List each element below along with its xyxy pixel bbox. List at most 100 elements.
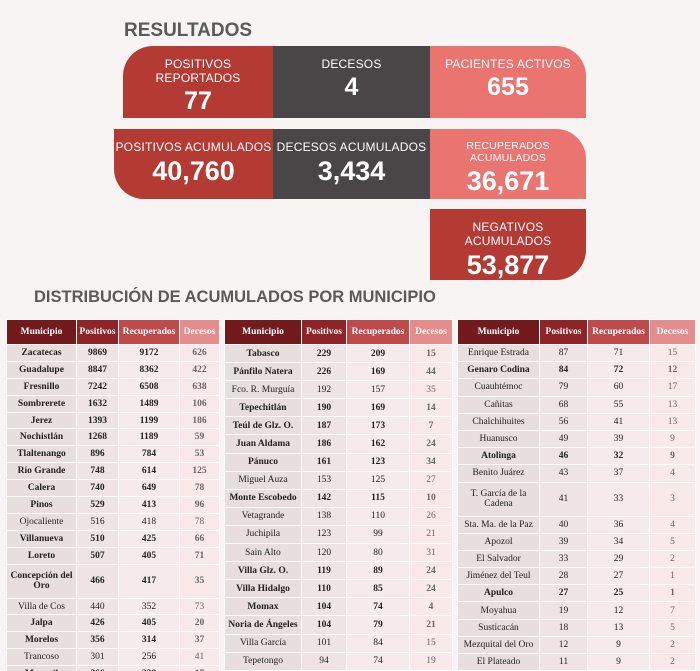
municipio-header: Municipio bbox=[224, 319, 302, 345]
decesos-cell: 53 bbox=[179, 445, 220, 464]
positivos-cell: 186 bbox=[301, 434, 347, 454]
positivos-cell: 12 bbox=[539, 635, 588, 655]
positivos-cell: 507 bbox=[76, 546, 119, 565]
recuperados-cell: 125 bbox=[346, 470, 410, 490]
positivos-acumulados-label: POSITIVOS ACUMULADOS bbox=[115, 140, 272, 154]
recuperados-cell: 99 bbox=[346, 524, 410, 545]
table-row: Susticacán 18 13 5 bbox=[457, 618, 696, 637]
decesos-cell: 24 bbox=[409, 579, 453, 599]
positivos-cell: 33 bbox=[539, 549, 588, 569]
positivos-cell: 120 bbox=[301, 543, 347, 563]
decesos-cell: 4 bbox=[649, 515, 696, 534]
table-row: El Salvador 33 29 2 bbox=[457, 549, 696, 569]
positivos-cell: 301 bbox=[76, 648, 119, 667]
table-row: Miguel Auza 153 125 27 bbox=[224, 470, 453, 490]
recuperados-acumulados-value: 36,671 bbox=[466, 166, 550, 196]
table-row: Huanusco 49 39 9 bbox=[457, 429, 696, 449]
table-row: Chalchihuites 56 41 13 bbox=[457, 412, 696, 431]
table-row: Tepetongo 94 74 19 bbox=[224, 651, 453, 671]
positivos-cell: 94 bbox=[301, 651, 347, 671]
municipio-cell: Concepción del Oro bbox=[6, 563, 77, 599]
municipio-cell: El Salvador bbox=[457, 549, 540, 569]
recuperados-cell: 314 bbox=[118, 631, 180, 650]
table-row: Jalpa 426 405 20 bbox=[6, 614, 220, 633]
positivos-cell: 104 bbox=[301, 597, 347, 617]
recuperados-cell: 39 bbox=[587, 429, 650, 449]
decesos-cell: 21 bbox=[409, 615, 453, 635]
positivos-cell: 1268 bbox=[76, 428, 119, 447]
municipio-cell: Río Grande bbox=[6, 462, 77, 481]
recuperados-cell: 157 bbox=[346, 380, 410, 400]
municipio-cell: Tepechitlán bbox=[224, 398, 302, 418]
decesos-cell: 78 bbox=[179, 479, 220, 498]
municipio-cell: Noria de Ángeles bbox=[224, 615, 302, 635]
pacientes-activos-card: PACIENTES ACTIVOS 655 bbox=[430, 46, 586, 118]
recuperados-cell: 1199 bbox=[118, 411, 180, 430]
municipio-cell: Vetagrande bbox=[224, 506, 302, 526]
table-row: Noria de Ángeles 104 79 21 bbox=[224, 615, 453, 635]
table-row: Loreto 507 405 71 bbox=[6, 546, 220, 565]
table-row: Teúl de Glz. O. 187 173 7 bbox=[224, 416, 453, 436]
positivos-reportados-value: 77 bbox=[184, 87, 212, 115]
positivos-cell: 440 bbox=[76, 597, 119, 616]
decesos-cell: 19 bbox=[409, 651, 453, 671]
table-row: Pánfilo Natera 226 169 44 bbox=[224, 362, 453, 382]
positivos-cell: 49 bbox=[539, 429, 588, 449]
table-row: Fco. R. Murguía 192 157 35 bbox=[224, 380, 453, 400]
decesos-value: 4 bbox=[344, 73, 359, 101]
table-row: Juchipila 123 99 21 bbox=[224, 524, 453, 545]
positivos-cell: 119 bbox=[301, 561, 347, 581]
table-row: Atolinga 46 32 9 bbox=[457, 447, 696, 466]
municipio-cell: Apozol bbox=[457, 532, 540, 551]
positivos-cell: 740 bbox=[76, 479, 119, 498]
table-row: Momax 104 74 4 bbox=[224, 597, 453, 617]
positivos-cell: 153 bbox=[301, 470, 347, 490]
recuperados-cell: 352 bbox=[118, 597, 180, 616]
recuperados-cell: 784 bbox=[118, 445, 180, 464]
positivos-cell: 142 bbox=[301, 488, 347, 508]
decesos-cell: 9 bbox=[649, 429, 696, 449]
table-row: Pánuco 161 123 34 bbox=[224, 452, 453, 472]
recuperados-cell: 413 bbox=[118, 496, 180, 514]
municipio-cell: Villa Glz. O. bbox=[224, 561, 302, 581]
recuperados-cell: 417 bbox=[118, 563, 180, 599]
positivos-cell: 466 bbox=[76, 563, 119, 599]
table-row: T. García de la Cadena 41 33 3 bbox=[457, 481, 696, 517]
municipio-cell: Villa García bbox=[224, 633, 302, 653]
decesos-acumulados-value: 3,434 bbox=[317, 156, 386, 186]
decesos-cell: 9 bbox=[649, 447, 696, 466]
decesos-cell: 2 bbox=[649, 549, 696, 569]
recuperados-cell: 173 bbox=[346, 416, 410, 436]
recuperados-cell: 72 bbox=[587, 361, 650, 380]
municipio-cell: Pánfilo Natera bbox=[224, 362, 302, 382]
table-row: Calera 740 649 78 bbox=[6, 479, 220, 498]
table-row: Cañitas 68 55 13 bbox=[457, 395, 696, 414]
recuperados-cell: 8362 bbox=[118, 360, 180, 379]
decesos-cell: 626 bbox=[179, 344, 220, 362]
decesos-cell: 13 bbox=[649, 395, 696, 414]
positivos-cell: 40 bbox=[539, 515, 588, 534]
recuperados-cell: 418 bbox=[118, 512, 180, 531]
positivos-cell: 748 bbox=[76, 462, 119, 481]
municipio-cell: Mazapil bbox=[6, 665, 77, 671]
positivos-cell: 27 bbox=[539, 584, 588, 603]
decesos-cell: 14 bbox=[409, 398, 453, 418]
recuperados-cell: 80 bbox=[346, 543, 410, 563]
table-row: Cuauhtémoc 79 60 17 bbox=[457, 378, 696, 397]
decesos-card: DECESOS 4 bbox=[273, 46, 430, 118]
decesos-cell: 44 bbox=[409, 362, 453, 382]
table-row: Villa Hidalgo 110 85 24 bbox=[224, 579, 453, 599]
decesos-cell: 96 bbox=[179, 496, 220, 514]
recuperados-cell: 405 bbox=[118, 546, 180, 565]
positivos-cell: 226 bbox=[301, 362, 347, 382]
table-row: Trancoso 301 256 41 bbox=[6, 648, 220, 667]
decesos-cell: 13 bbox=[649, 412, 696, 431]
municipio-cell: Apulco bbox=[457, 584, 540, 603]
table-row: El Plateado 11 9 2 bbox=[457, 652, 696, 671]
decesos-acumulados-label: DECESOS ACUMULADOS bbox=[276, 140, 427, 154]
recuperados-cell: 169 bbox=[346, 362, 410, 382]
decesos-cell: 78 bbox=[179, 512, 220, 531]
municipio-cell: Susticacán bbox=[457, 618, 540, 637]
recuperados-cell: 238 bbox=[118, 665, 180, 671]
negativos-acumulados-card: NEGATIVOS ACUMULADOS 53,877 bbox=[430, 209, 586, 280]
